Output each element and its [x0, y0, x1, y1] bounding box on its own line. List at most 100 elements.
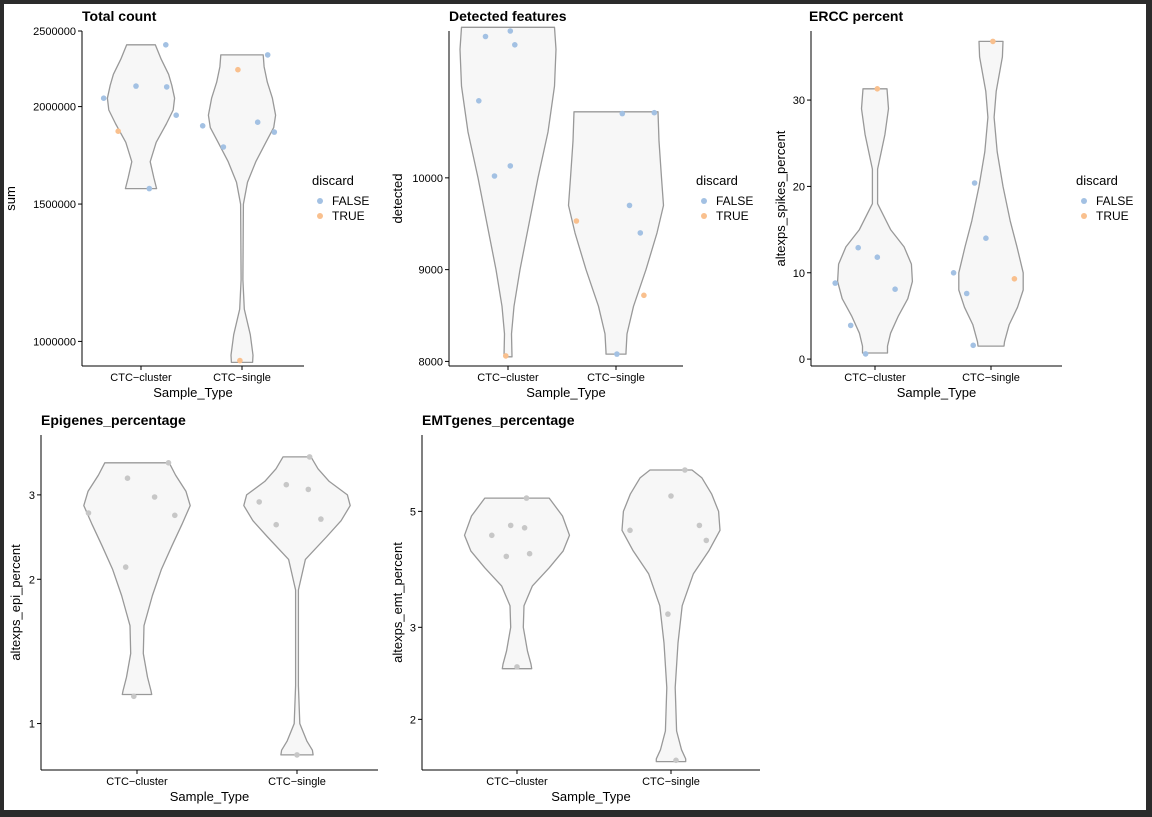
- data-point: [514, 664, 520, 670]
- data-point: [892, 286, 898, 293]
- y-tick-label: 20: [793, 181, 805, 193]
- y-tick-label: 0: [799, 354, 805, 366]
- data-point: [665, 611, 671, 617]
- data-point: [172, 512, 178, 519]
- data-point: [507, 163, 514, 169]
- data-point: [703, 537, 710, 544]
- data-point: [237, 357, 243, 364]
- data-point: [682, 467, 688, 473]
- data-point: [874, 254, 881, 260]
- x-axis-title: Sample_Type: [170, 789, 250, 804]
- legend-label-true: TRUE: [332, 209, 365, 223]
- y-tick-label: 3: [410, 622, 416, 634]
- data-point: [507, 522, 514, 529]
- data-point: [651, 109, 658, 116]
- y-axis-title: altexps_emt_percent: [390, 542, 405, 663]
- y-axis-title: detected: [390, 174, 405, 224]
- y-tick-label: 2: [410, 714, 416, 726]
- data-point: [100, 95, 107, 101]
- data-point: [124, 475, 131, 482]
- violin-2: [621, 469, 721, 763]
- violin-2: [567, 111, 665, 355]
- violin-2: [243, 456, 351, 756]
- x-axis-title: Sample_Type: [526, 385, 606, 400]
- legend-key-true: [1081, 213, 1087, 219]
- x-tick-label: CTC−single: [213, 372, 271, 384]
- data-point: [503, 553, 510, 560]
- data-point: [637, 230, 644, 236]
- y-tick-label: 2: [29, 574, 35, 586]
- panel-title: Epigenes_percentage: [41, 412, 186, 428]
- y-tick-label: 3: [29, 490, 35, 502]
- data-point: [523, 495, 530, 501]
- data-point: [627, 527, 633, 534]
- y-tick-label: 1: [29, 719, 35, 731]
- x-tick-label: CTC−single: [962, 372, 1020, 384]
- legend-title: discard: [1076, 173, 1118, 188]
- data-point: [283, 481, 290, 488]
- figure-canvas: 1000000 1500000 2000000 2500000 CTC−cluster C…: [4, 4, 1146, 810]
- data-point: [526, 550, 533, 557]
- legend-label-true: TRUE: [1096, 209, 1129, 223]
- legend-title: discard: [696, 173, 738, 188]
- data-point: [271, 129, 278, 135]
- legend-label-false: FALSE: [332, 194, 369, 208]
- data-point: [626, 202, 633, 209]
- data-point: [273, 521, 280, 528]
- y-tick-label: 10: [793, 268, 805, 280]
- x-tick-label: CTC−cluster: [110, 372, 172, 384]
- data-point: [85, 510, 92, 516]
- data-point: [163, 84, 170, 90]
- data-point: [491, 173, 498, 179]
- panel-2: 8000 9000 10000 CTC−cluster CTC−singleSample…: [390, 8, 753, 400]
- y-axis-title: sum: [4, 186, 18, 211]
- data-point: [254, 119, 261, 125]
- legend-key-true: [317, 213, 323, 219]
- data-point: [950, 270, 957, 276]
- y-axis-title: altexps_epi_percent: [8, 544, 23, 661]
- data-point: [220, 144, 227, 150]
- data-point: [874, 86, 881, 92]
- data-point: [199, 123, 206, 129]
- legend-key-false: [317, 198, 323, 204]
- data-point: [294, 752, 300, 758]
- y-tick-label: 5: [410, 506, 416, 518]
- data-point: [641, 292, 647, 299]
- panel-5: 2 3 5 CTC−cluster CTC−single Sample_Type altex…: [390, 412, 760, 804]
- panel-title: Total count: [82, 8, 157, 24]
- data-point: [122, 564, 129, 570]
- data-point: [163, 42, 169, 48]
- violin-2: [958, 40, 1024, 347]
- data-point: [696, 522, 703, 529]
- y-tick-label: 1500000: [33, 199, 76, 211]
- y-tick-label: 1000000: [33, 336, 76, 348]
- data-point: [146, 185, 153, 192]
- x-axis-title: Sample_Type: [897, 385, 977, 400]
- legend-label-true: TRUE: [716, 209, 749, 223]
- violin-1: [83, 462, 191, 696]
- data-point: [165, 460, 172, 466]
- data-point: [573, 218, 580, 224]
- y-tick-label: 10000: [412, 173, 443, 185]
- violin-1: [106, 44, 176, 190]
- y-tick-label: 30: [793, 95, 805, 107]
- data-point: [832, 280, 838, 286]
- data-point: [963, 290, 970, 297]
- x-tick-label: CTC−cluster: [486, 776, 548, 788]
- data-point: [131, 693, 137, 700]
- panel-1: 1000000 1500000 2000000 2500000 CTC−cluster C…: [4, 8, 369, 400]
- x-tick-label: CTC−cluster: [106, 776, 168, 788]
- data-point: [614, 351, 620, 357]
- data-point: [306, 454, 313, 460]
- data-point: [235, 66, 241, 73]
- data-point: [489, 532, 495, 539]
- violin-plot-grid: 1000000 1500000 2000000 2500000 CTC−cluster C…: [4, 8, 1133, 804]
- x-tick-label: CTC−cluster: [844, 372, 906, 384]
- x-tick-label: CTC−cluster: [477, 372, 539, 384]
- data-point: [990, 38, 996, 45]
- data-point: [847, 322, 854, 329]
